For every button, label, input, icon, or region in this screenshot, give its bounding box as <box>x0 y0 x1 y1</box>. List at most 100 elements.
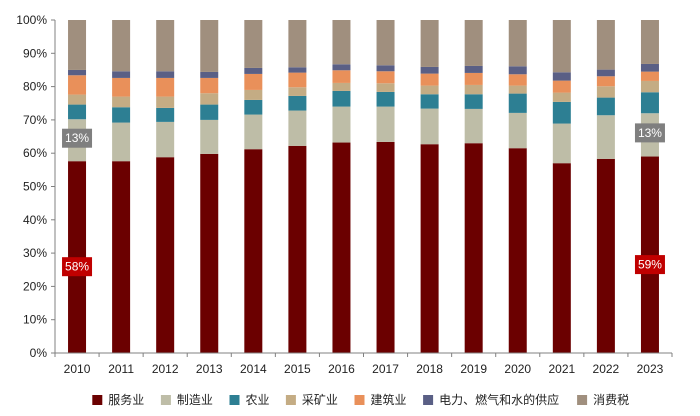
x-tick-label: 2015 <box>284 362 311 376</box>
legend-item-2: 农业 <box>229 393 270 407</box>
x-tick-label: 2012 <box>152 362 179 376</box>
legend-label: 农业 <box>246 393 270 407</box>
bar-segment-2023-s5 <box>640 63 659 72</box>
callouts-layer: 58% 13% 59% 13% <box>62 123 665 277</box>
callout-2023-1: 13% <box>634 123 665 143</box>
bar-segment-2012-s3 <box>156 96 175 108</box>
x-tick-label: 2018 <box>416 362 443 376</box>
bar-segment-2020-s5 <box>508 66 527 75</box>
legend-label: 电力、燃气和水的供应 <box>439 392 559 407</box>
bar-segment-2023-s3 <box>640 80 659 93</box>
bar-segment-2022-s1 <box>596 115 615 159</box>
bar-segment-2010-s4 <box>68 75 87 95</box>
x-tick-label: 2013 <box>196 362 223 376</box>
bar-segment-2019-s1 <box>464 108 483 144</box>
x-tick-label: 2022 <box>593 362 620 376</box>
legend-swatch <box>229 395 240 405</box>
bar-segment-2020-s1 <box>508 112 527 149</box>
bar-segment-2016-s1 <box>332 106 351 143</box>
bar-segment-2013-s0 <box>200 153 219 353</box>
x-tick-label: 2014 <box>240 362 267 376</box>
bar-segment-2022-s4 <box>596 76 615 87</box>
bar-segment-2021-s1 <box>552 123 571 164</box>
bar-segment-2015-s0 <box>288 145 307 353</box>
bar-segment-2017-s2 <box>376 91 395 107</box>
bar-segment-2014-s3 <box>244 89 263 100</box>
callout-label: 58% <box>65 260 89 274</box>
legend: 服务业 制造业 农业 采矿业 建筑业 电力、燃气和水的供应 消费税 <box>92 392 629 407</box>
bar-segment-2023-s0 <box>640 156 659 353</box>
bar-segment-2019-s5 <box>464 65 483 73</box>
bar-segment-2021-s6 <box>552 20 571 73</box>
bar-segment-2011-s0 <box>112 161 131 353</box>
y-tick-label: 40% <box>23 213 47 227</box>
x-tick-label: 2023 <box>637 362 664 376</box>
bars-layer <box>68 20 659 353</box>
bar-segment-2022-s2 <box>596 97 615 116</box>
x-tick-label: 2021 <box>548 362 575 376</box>
bar-segment-2017-s6 <box>376 20 395 66</box>
bar-segment-2019-s4 <box>464 72 483 85</box>
bar-segment-2016-s6 <box>332 20 351 65</box>
y-tick-label: 50% <box>23 180 47 194</box>
callout-2010-1: 13% <box>62 128 93 148</box>
bar-segment-2015-s6 <box>288 20 307 68</box>
bar-segment-2013-s2 <box>200 104 219 120</box>
legend-item-6: 消费税 <box>577 393 629 407</box>
callout-label: 59% <box>638 258 662 272</box>
y-tick-label: 10% <box>23 313 47 327</box>
bar-segment-2011-s4 <box>112 77 131 97</box>
legend-label: 采矿业 <box>302 393 338 407</box>
bar-segment-2021-s2 <box>552 101 571 124</box>
bar-segment-2017-s5 <box>376 65 395 72</box>
bar-segment-2021-s0 <box>552 163 571 353</box>
bar-segment-2010-s0 <box>68 161 87 353</box>
bar-segment-2014-s5 <box>244 67 263 74</box>
bar-segment-2014-s0 <box>244 149 263 353</box>
bar-segment-2020-s6 <box>508 20 527 67</box>
legend-swatch <box>354 395 365 405</box>
legend-swatch <box>423 395 434 405</box>
bar-segment-2011-s6 <box>112 20 131 72</box>
bar-segment-2013-s6 <box>200 20 219 72</box>
bar-segment-2011-s5 <box>112 71 131 78</box>
bar-segment-2013-s3 <box>200 93 219 105</box>
axis-layer: 0% 10% 20% 30% 40% 50% 60% 70% 80% 90% 100% 2010 201… <box>16 13 673 376</box>
bar-segment-2013-s1 <box>200 119 219 154</box>
y-tick-label: 100% <box>16 13 47 27</box>
y-tick-label: 60% <box>23 146 47 160</box>
bar-segment-2011-s3 <box>112 96 131 108</box>
bar-segment-2012-s6 <box>156 20 175 72</box>
bar-segment-2021-s5 <box>552 72 571 81</box>
bar-segment-2017-s4 <box>376 71 395 84</box>
bar-segment-2018-s1 <box>420 108 439 145</box>
bar-segment-2019-s3 <box>464 84 483 95</box>
x-tick-label: 2011 <box>108 362 134 376</box>
bar-segment-2010-s2 <box>68 104 87 120</box>
y-tick-label: 20% <box>23 279 47 293</box>
bar-segment-2017-s3 <box>376 83 395 92</box>
bar-segment-2017-s0 <box>376 141 395 353</box>
bar-segment-2022-s3 <box>596 86 615 98</box>
x-tick-label: 2016 <box>328 362 355 376</box>
callout-label: 13% <box>65 131 89 145</box>
callout-2010-0: 58% <box>62 257 93 277</box>
bar-segment-2015-s5 <box>288 67 307 73</box>
bar-segment-2014-s6 <box>244 20 263 68</box>
bar-segment-2016-s0 <box>332 142 351 353</box>
bar-segment-2021-s3 <box>552 92 571 102</box>
bar-segment-2010-s6 <box>68 20 87 70</box>
bar-segment-2018-s4 <box>420 73 439 86</box>
bar-segment-2014-s4 <box>244 73 263 90</box>
bar-segment-2013-s4 <box>200 77 219 94</box>
bar-segment-2011-s2 <box>112 107 131 123</box>
bar-segment-2012-s0 <box>156 157 175 353</box>
bar-segment-2012-s2 <box>156 107 175 122</box>
legend-swatch <box>92 395 103 405</box>
bar-segment-2016-s4 <box>332 70 351 83</box>
callout-box <box>62 128 93 148</box>
legend-swatch <box>577 395 588 405</box>
legend-label: 制造业 <box>177 393 213 407</box>
bar-segment-2018-s2 <box>420 94 439 109</box>
legend-swatch <box>285 395 296 405</box>
